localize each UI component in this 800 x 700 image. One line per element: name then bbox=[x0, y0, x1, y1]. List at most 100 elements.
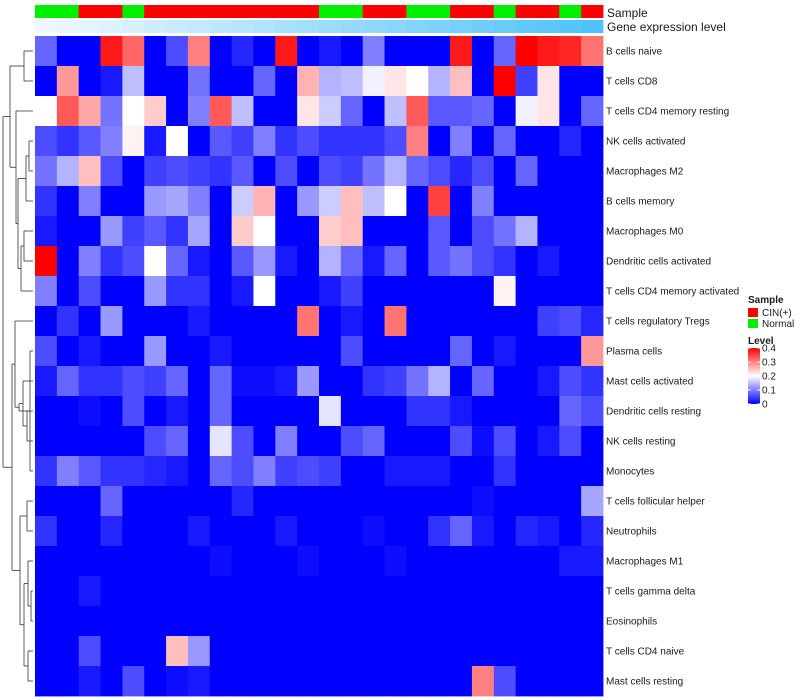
heatmap-cell bbox=[253, 66, 276, 97]
heatmap-cell bbox=[122, 666, 145, 697]
heatmap-cell bbox=[56, 66, 80, 97]
heatmap-cell bbox=[166, 426, 189, 457]
heatmap-cell bbox=[78, 246, 101, 277]
heatmap-cell bbox=[56, 456, 80, 487]
heatmap-cell bbox=[537, 156, 560, 187]
heatmap-cell bbox=[297, 96, 320, 127]
heatmap-cell bbox=[581, 246, 604, 277]
heatmap-cell bbox=[450, 366, 473, 397]
heatmap-cell bbox=[166, 486, 189, 517]
heatmap-cell bbox=[122, 156, 145, 187]
heatmap-cell bbox=[231, 306, 254, 337]
heatmap-cell bbox=[493, 606, 517, 637]
heatmap-cell bbox=[144, 486, 167, 517]
heatmap-cell bbox=[319, 666, 342, 697]
heatmap-cell bbox=[450, 276, 473, 307]
heatmap-cell bbox=[406, 366, 429, 397]
heatmap-cell bbox=[428, 246, 451, 277]
heatmap-cell bbox=[78, 276, 101, 307]
heatmap-cell bbox=[209, 186, 233, 217]
heatmap-cell bbox=[493, 636, 517, 667]
heatmap-cell bbox=[144, 186, 167, 217]
heatmap-cell bbox=[362, 246, 385, 277]
heatmap-cell bbox=[471, 426, 495, 457]
heatmap-cell bbox=[275, 666, 298, 697]
sample-cell bbox=[231, 5, 254, 18]
heatmap-cell bbox=[428, 576, 451, 607]
row-label: Plasma cells bbox=[606, 347, 662, 358]
heatmap-cell bbox=[406, 576, 429, 607]
heatmap-cell bbox=[493, 126, 517, 157]
heatmap-cell bbox=[537, 306, 560, 337]
heatmap-cell bbox=[471, 216, 495, 247]
gene-level-cell bbox=[209, 20, 233, 33]
heatmap-cell bbox=[450, 426, 473, 457]
legend-sample-items: CIN(+)Normal bbox=[748, 308, 794, 330]
heatmap-cell bbox=[581, 306, 604, 337]
heatmap-cell bbox=[537, 456, 560, 487]
row-label: T cells gamma delta bbox=[606, 587, 696, 598]
heatmap-cell bbox=[406, 516, 429, 547]
gene-level-cell bbox=[78, 20, 101, 33]
sample-cell bbox=[319, 5, 342, 18]
gene-level-cell bbox=[231, 20, 254, 33]
gene-level-cell bbox=[100, 20, 123, 33]
heatmap-cell bbox=[187, 126, 211, 157]
heatmap-cell bbox=[209, 426, 233, 457]
gene-level-cell bbox=[493, 20, 517, 33]
heatmap-cell bbox=[515, 516, 538, 547]
heatmap-cells bbox=[35, 36, 604, 697]
heatmap-cell bbox=[406, 306, 429, 337]
heatmap-cell bbox=[537, 606, 560, 637]
heatmap-cell bbox=[428, 486, 451, 517]
heatmap-cell bbox=[78, 576, 101, 607]
heatmap-cell bbox=[297, 546, 320, 577]
heatmap-cell bbox=[122, 336, 145, 367]
heatmap-cell bbox=[450, 306, 473, 337]
sample-cell bbox=[253, 5, 276, 18]
heatmap-cell bbox=[340, 606, 364, 637]
gene-level-cell bbox=[559, 20, 582, 33]
heatmap-cell bbox=[559, 456, 582, 487]
heatmap-cell bbox=[319, 66, 342, 97]
row-label: Monocytes bbox=[606, 467, 654, 478]
heatmap-cell bbox=[78, 366, 101, 397]
row-label: B cells memory bbox=[606, 197, 674, 208]
heatmap-cell bbox=[493, 156, 517, 187]
heatmap-cell bbox=[319, 426, 342, 457]
heatmap-cell bbox=[581, 666, 604, 697]
heatmap-cell bbox=[253, 486, 276, 517]
heatmap-cell bbox=[187, 276, 211, 307]
heatmap-cell bbox=[362, 336, 385, 367]
sample-cell bbox=[56, 5, 80, 18]
heatmap-cell bbox=[319, 36, 342, 67]
row-labels: B cells naive T cells CD8 T cells CD4 memo… bbox=[606, 47, 739, 688]
heatmap-cell bbox=[187, 666, 211, 697]
heatmap-cell bbox=[362, 456, 385, 487]
heatmap-cell bbox=[581, 366, 604, 397]
heatmap-cell bbox=[297, 246, 320, 277]
heatmap-cell bbox=[559, 606, 582, 637]
heatmap-cell bbox=[275, 36, 298, 67]
heatmap-cell bbox=[166, 156, 189, 187]
heatmap-cell bbox=[537, 636, 560, 667]
heatmap-cell bbox=[428, 216, 451, 247]
heatmap-cell bbox=[537, 486, 560, 517]
gene-level-cell bbox=[144, 20, 167, 33]
heatmap-cell bbox=[100, 186, 123, 217]
heatmap-cell bbox=[450, 126, 473, 157]
heatmap-cell bbox=[78, 486, 101, 517]
heatmap-cell bbox=[319, 186, 342, 217]
heatmap-cell bbox=[515, 276, 538, 307]
heatmap-cell bbox=[515, 36, 538, 67]
heatmap-cell bbox=[144, 156, 167, 187]
heatmap-cell bbox=[144, 396, 167, 427]
sample-cell bbox=[428, 5, 451, 18]
heatmap-cell bbox=[122, 66, 145, 97]
heatmap-cell bbox=[100, 396, 123, 427]
heatmap-cell bbox=[187, 426, 211, 457]
heatmap-cell bbox=[362, 66, 385, 97]
gene-level-cell bbox=[428, 20, 451, 33]
heatmap-cell bbox=[187, 546, 211, 577]
gene-level-cell bbox=[122, 20, 145, 33]
